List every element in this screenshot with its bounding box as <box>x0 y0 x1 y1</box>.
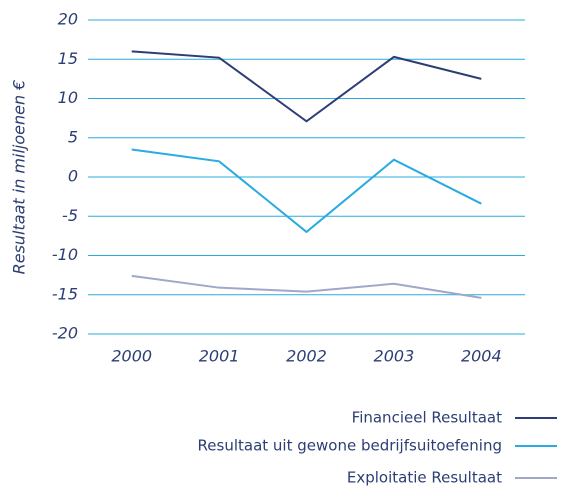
y-tick-label: -5 <box>62 206 78 225</box>
x-tick-label: 2001 <box>199 347 240 366</box>
y-axis-title: Resultaat in miljoenen € <box>10 80 29 275</box>
y-tick-label: 20 <box>58 10 78 29</box>
y-tick-label: -20 <box>52 324 78 343</box>
x-tick-label: 2004 <box>461 347 502 366</box>
x-tick-label: 2003 <box>374 347 415 366</box>
y-tick-label: 15 <box>58 49 78 68</box>
y-tick-label: 10 <box>58 88 78 107</box>
x-tick-label: 2000 <box>111 347 152 366</box>
y-tick-label: 0 <box>68 167 78 186</box>
line-series <box>131 50 482 123</box>
legend-label: Financieel Resultaat <box>352 409 502 427</box>
y-tick-label: -10 <box>52 245 78 264</box>
line-series <box>131 274 482 299</box>
y-tick-label: 5 <box>68 127 78 146</box>
legend-label: Exploitatie Resultaat <box>347 469 502 487</box>
line-series <box>131 148 482 234</box>
y-tick-label: -15 <box>52 284 78 303</box>
x-tick-label: 2002 <box>286 347 327 366</box>
legend-label: Resultaat uit gewone bedrijfsuitoefening <box>198 437 502 455</box>
